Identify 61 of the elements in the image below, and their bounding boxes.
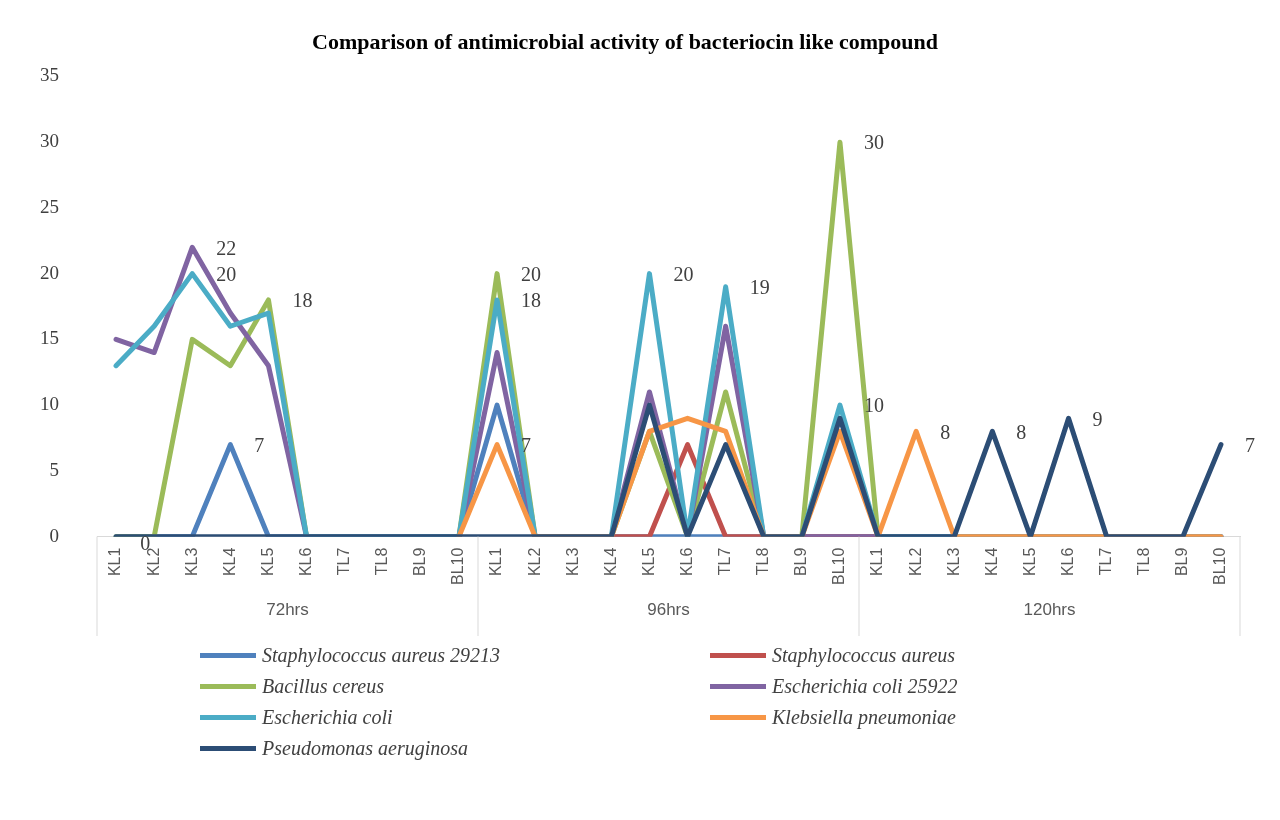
legend-label: Staphylococcus aureus xyxy=(772,644,956,667)
x-tick-label: KL1 xyxy=(868,547,886,577)
x-tick-label: KL5 xyxy=(639,547,657,577)
x-tick-label: KL6 xyxy=(296,547,314,577)
text: 120hrs xyxy=(1023,599,1076,619)
x-tick-label: BL9 xyxy=(1173,547,1191,577)
x-tick-label: BL10 xyxy=(830,547,848,586)
x-tick-label: KL4 xyxy=(982,547,1000,577)
data-label: 20 xyxy=(673,262,694,285)
x-tick-label: KL3 xyxy=(563,547,581,577)
x-tick-label: TL8 xyxy=(754,547,772,576)
y-tick-label: 10 xyxy=(40,393,59,415)
y-tick-label: 15 xyxy=(40,327,59,349)
x-tick-label: KL3 xyxy=(944,547,962,577)
data-label: 9 xyxy=(1092,407,1103,430)
x-tick-label: BL9 xyxy=(411,547,429,577)
x-tick-label: TL7 xyxy=(335,547,353,576)
x-tick-label: KL1 xyxy=(106,547,124,577)
data-label: 7 xyxy=(254,433,265,456)
legend-label: Escherichia coli 25922 xyxy=(772,675,958,698)
x-tick-label: BL9 xyxy=(792,547,810,577)
data-label: 18 xyxy=(292,289,313,312)
x-tick-label: KL2 xyxy=(906,547,924,577)
x-tick-label: KL5 xyxy=(1020,547,1038,577)
data-label: 19 xyxy=(749,276,770,299)
legend-label: Pseudomonas aeruginosa xyxy=(262,737,469,760)
data-label: 8 xyxy=(940,420,951,443)
text: 96hrs xyxy=(647,599,690,619)
data-label: 20 xyxy=(216,262,237,285)
x-tick-label: KL3 xyxy=(182,547,200,577)
x-tick-label: KL4 xyxy=(601,547,619,577)
data-label: 8 xyxy=(1016,420,1027,443)
data-label: 18 xyxy=(521,289,542,312)
chart-title: Comparison of antimicrobial activity of bacteriocin like compound xyxy=(312,28,938,54)
x-tick-label: KL6 xyxy=(677,547,695,577)
x-tick-label: BL10 xyxy=(1211,547,1229,586)
x-tick-label: KL1 xyxy=(487,547,505,577)
data-label: 20 xyxy=(521,262,542,285)
data-label: 22 xyxy=(216,236,237,259)
x-tick-label: TL7 xyxy=(1097,547,1115,576)
text: 72hrs xyxy=(266,599,309,619)
y-tick-label: 20 xyxy=(40,261,59,283)
x-tick-label: KL4 xyxy=(220,547,238,577)
data-label: 30 xyxy=(863,131,884,154)
legend-label: Escherichia coli xyxy=(262,706,393,729)
y-tick-label: 5 xyxy=(49,458,59,480)
y-tick-label: 30 xyxy=(40,130,59,152)
x-tick-label: BL10 xyxy=(449,547,467,586)
x-tick-label: KL2 xyxy=(525,547,543,577)
x-tick-label: KL5 xyxy=(258,547,276,577)
legend-label: Bacillus cereus xyxy=(262,675,385,698)
y-tick-label: 25 xyxy=(40,195,59,217)
x-tick-label: TL8 xyxy=(1135,547,1153,576)
legend-label: Staphylococcus aureus 29213 xyxy=(262,644,501,667)
x-tick-label: TL7 xyxy=(716,547,734,576)
data-label: 7 xyxy=(1244,433,1255,456)
y-tick-label: 35 xyxy=(40,64,59,86)
x-tick-label: KL6 xyxy=(1058,547,1076,577)
x-tick-label: TL8 xyxy=(373,547,391,576)
y-tick-label: 0 xyxy=(49,524,59,546)
legend-label: Klebsiella pneumoniae xyxy=(772,706,956,729)
